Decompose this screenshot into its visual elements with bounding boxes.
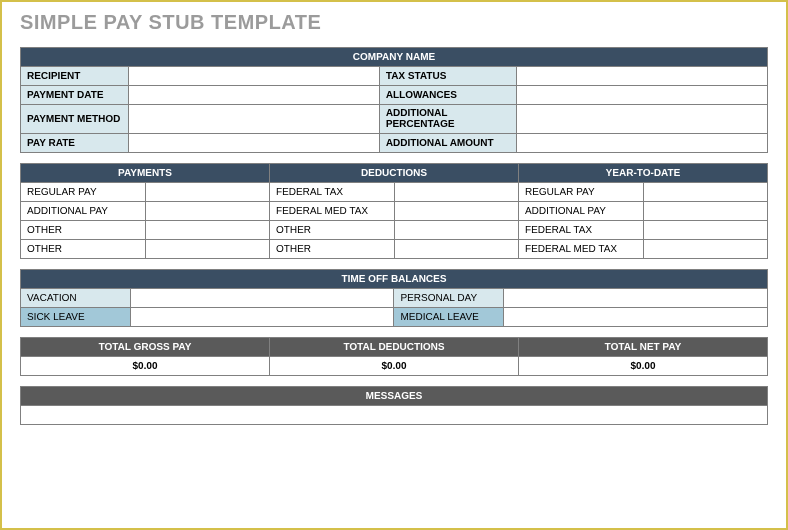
medical-leave-value[interactable]: [504, 308, 768, 327]
additional-amount-value[interactable]: [516, 134, 767, 153]
deductions-row-value[interactable]: [394, 240, 519, 259]
payments-row-value[interactable]: [145, 183, 270, 202]
total-gross-pay-label: TOTAL GROSS PAY: [21, 338, 270, 357]
deductions-row-value[interactable]: [394, 202, 519, 221]
totals-table: TOTAL GROSS PAY TOTAL DEDUCTIONS TOTAL N…: [20, 337, 768, 376]
ytd-row-label: FEDERAL TAX: [519, 221, 644, 240]
time-off-header: TIME OFF BALANCES: [21, 270, 768, 289]
vacation-label: VACATION: [21, 289, 131, 308]
ytd-row-label: FEDERAL MED TAX: [519, 240, 644, 259]
pay-rate-value[interactable]: [128, 134, 379, 153]
recipient-value[interactable]: [128, 67, 379, 86]
messages-header: MESSAGES: [21, 387, 768, 406]
tax-status-value[interactable]: [516, 67, 767, 86]
payment-date-label: PAYMENT DATE: [21, 86, 129, 105]
total-deductions-value: $0.00: [270, 357, 519, 376]
medical-leave-label: MEDICAL LEAVE: [394, 308, 504, 327]
additional-percentage-label: ADDITIONAL PERCENTAGE: [379, 105, 516, 134]
personal-day-label: PERSONAL DAY: [394, 289, 504, 308]
pay-rate-label: PAY RATE: [21, 134, 129, 153]
ytd-row-value[interactable]: [643, 183, 768, 202]
total-deductions-label: TOTAL DEDUCTIONS: [270, 338, 519, 357]
payments-row-value[interactable]: [145, 221, 270, 240]
allowances-label: ALLOWANCES: [379, 86, 516, 105]
ytd-row-value[interactable]: [643, 221, 768, 240]
total-net-pay-value: $0.00: [519, 357, 768, 376]
additional-percentage-value[interactable]: [516, 105, 767, 134]
personal-day-value[interactable]: [504, 289, 768, 308]
sick-leave-label: SICK LEAVE: [21, 308, 131, 327]
messages-table: MESSAGES: [20, 386, 768, 425]
sick-leave-value[interactable]: [130, 308, 394, 327]
deductions-row-value[interactable]: [394, 221, 519, 240]
payment-date-value[interactable]: [128, 86, 379, 105]
payments-row-label: OTHER: [21, 221, 146, 240]
ytd-header: YEAR-TO-DATE: [519, 164, 768, 183]
ytd-row-label: ADDITIONAL PAY: [519, 202, 644, 221]
company-name-header: COMPANY NAME: [21, 48, 768, 67]
messages-content[interactable]: [21, 406, 768, 425]
ytd-row-value[interactable]: [643, 202, 768, 221]
page-title: SIMPLE PAY STUB TEMPLATE: [20, 12, 768, 35]
payment-method-value[interactable]: [128, 105, 379, 134]
vacation-value[interactable]: [130, 289, 394, 308]
ytd-row-value[interactable]: [643, 240, 768, 259]
payments-deductions-ytd-table: PAYMENTS DEDUCTIONS YEAR-TO-DATE REGULAR…: [20, 163, 768, 259]
recipient-label: RECIPIENT: [21, 67, 129, 86]
tax-status-label: TAX STATUS: [379, 67, 516, 86]
additional-amount-label: ADDITIONAL AMOUNT: [379, 134, 516, 153]
payments-row-value[interactable]: [145, 240, 270, 259]
time-off-table: TIME OFF BALANCES VACATION PERSONAL DAY …: [20, 269, 768, 327]
deductions-row-value[interactable]: [394, 183, 519, 202]
payments-row-label: ADDITIONAL PAY: [21, 202, 146, 221]
payments-row-label: OTHER: [21, 240, 146, 259]
ytd-row-label: REGULAR PAY: [519, 183, 644, 202]
payments-row-value[interactable]: [145, 202, 270, 221]
payments-header: PAYMENTS: [21, 164, 270, 183]
deductions-row-label: OTHER: [270, 221, 395, 240]
deductions-header: DEDUCTIONS: [270, 164, 519, 183]
payment-method-label: PAYMENT METHOD: [21, 105, 129, 134]
total-gross-pay-value: $0.00: [21, 357, 270, 376]
deductions-row-label: FEDERAL MED TAX: [270, 202, 395, 221]
deductions-row-label: FEDERAL TAX: [270, 183, 395, 202]
allowances-value[interactable]: [516, 86, 767, 105]
total-net-pay-label: TOTAL NET PAY: [519, 338, 768, 357]
payments-row-label: REGULAR PAY: [21, 183, 146, 202]
company-info-table: COMPANY NAME RECIPIENT TAX STATUS PAYMEN…: [20, 47, 768, 153]
deductions-row-label: OTHER: [270, 240, 395, 259]
